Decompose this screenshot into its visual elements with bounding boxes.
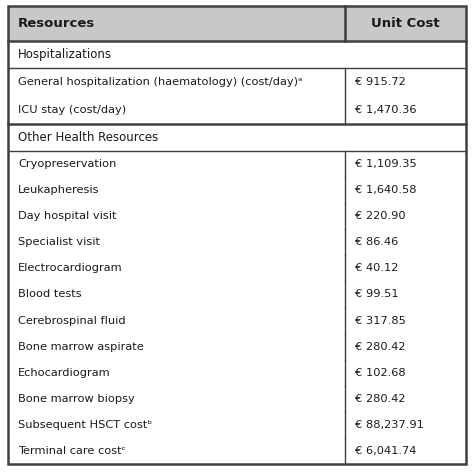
Text: Electrocardiogram: Electrocardiogram (18, 263, 123, 273)
Text: Cryopreservation: Cryopreservation (18, 159, 117, 169)
Bar (8, 386, 466, 412)
Text: Other Health Resources: Other Health Resources (18, 131, 158, 144)
Bar (8, 281, 466, 307)
Text: Bone marrow aspirate: Bone marrow aspirate (18, 342, 144, 352)
Bar (8, 334, 466, 360)
Bar (8, 255, 466, 281)
Bar (8, 438, 466, 464)
Text: ICU stay (cost/day): ICU stay (cost/day) (18, 105, 126, 115)
Bar (8, 41, 466, 68)
Bar (8, 360, 466, 386)
Bar (8, 229, 466, 255)
Bar (8, 307, 466, 334)
Text: € 99.51: € 99.51 (355, 289, 399, 299)
Text: € 40.12: € 40.12 (355, 263, 398, 273)
Text: € 317.85: € 317.85 (355, 315, 406, 326)
Text: € 1,109.35: € 1,109.35 (355, 159, 417, 169)
Text: Terminal care costᶜ: Terminal care costᶜ (18, 446, 126, 456)
Text: Leukapheresis: Leukapheresis (18, 185, 100, 195)
Bar (8, 124, 466, 151)
Bar (8, 412, 466, 438)
Text: € 6,041.74: € 6,041.74 (355, 446, 416, 456)
Text: € 86.46: € 86.46 (355, 237, 398, 247)
Bar (8, 68, 466, 124)
Bar (8, 6, 466, 41)
Text: Specialist visit: Specialist visit (18, 237, 100, 247)
Text: Bone marrow biopsy: Bone marrow biopsy (18, 394, 135, 404)
Text: € 915.72: € 915.72 (355, 77, 406, 87)
Text: € 280.42: € 280.42 (355, 394, 405, 404)
Text: € 280.42: € 280.42 (355, 342, 405, 352)
Text: Day hospital visit: Day hospital visit (18, 211, 117, 221)
Text: € 220.90: € 220.90 (355, 211, 406, 221)
Bar (8, 151, 466, 177)
Bar (8, 177, 466, 203)
Text: € 1,470.36: € 1,470.36 (355, 105, 417, 115)
Text: € 88,237.91: € 88,237.91 (355, 420, 424, 430)
Text: Subsequent HSCT costᵇ: Subsequent HSCT costᵇ (18, 420, 152, 430)
Text: Blood tests: Blood tests (18, 289, 82, 299)
Text: Echocardiogram: Echocardiogram (18, 368, 110, 378)
Text: Hospitalizations: Hospitalizations (18, 48, 112, 61)
Text: € 102.68: € 102.68 (355, 368, 406, 378)
Text: General hospitalization (haematology) (cost/day)ᵃ: General hospitalization (haematology) (c… (18, 77, 302, 87)
Text: Unit Cost: Unit Cost (371, 17, 440, 30)
Text: € 1,640.58: € 1,640.58 (355, 185, 417, 195)
Text: Cerebrospinal fluid: Cerebrospinal fluid (18, 315, 126, 326)
Bar (8, 203, 466, 229)
Text: Resources: Resources (18, 17, 95, 30)
